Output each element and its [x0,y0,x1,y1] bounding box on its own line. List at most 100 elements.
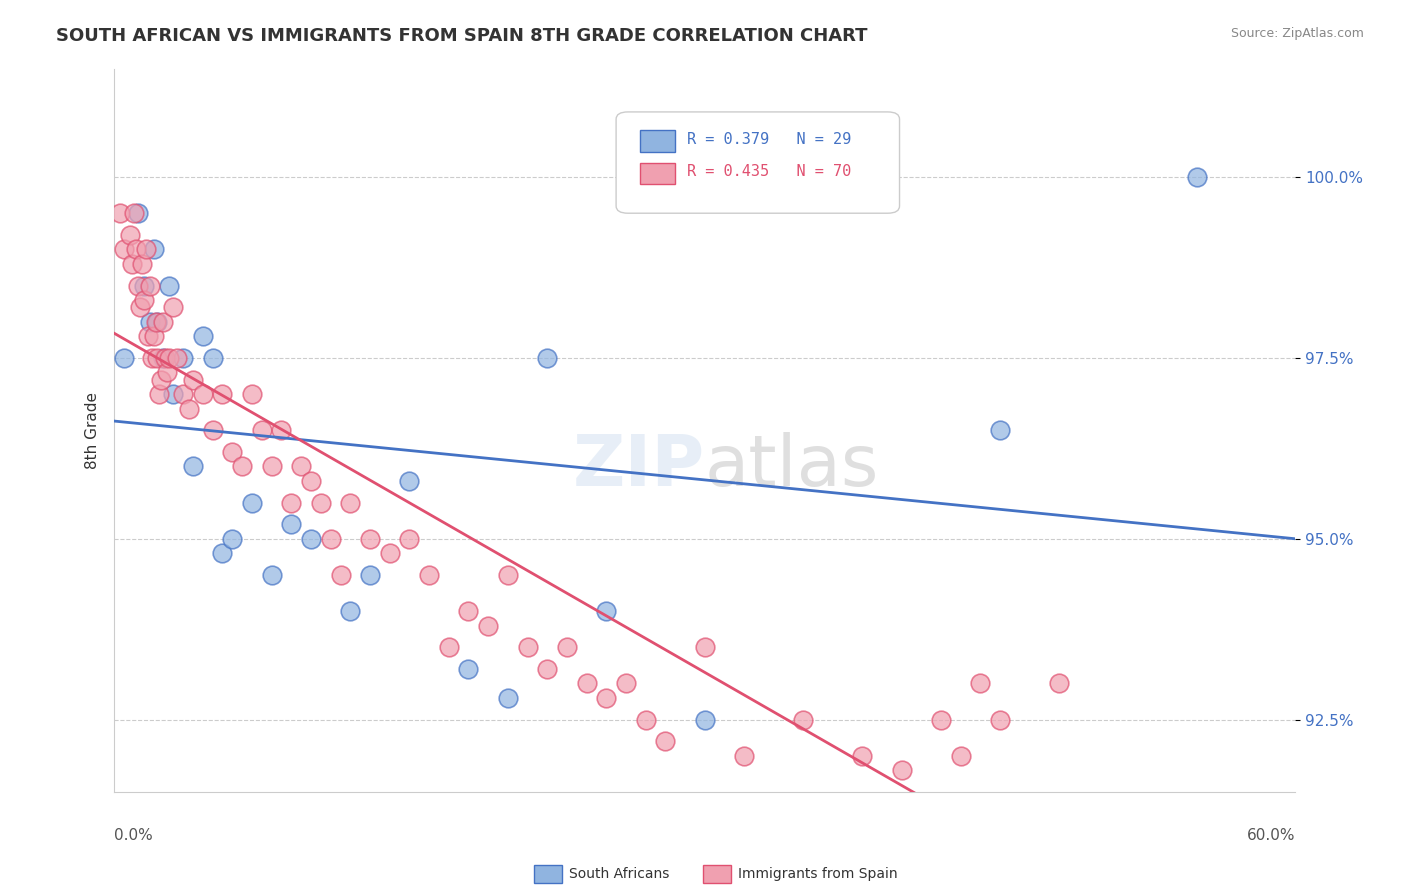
Text: 60.0%: 60.0% [1247,828,1295,843]
Point [595,604,617,618]
Point [152,315,174,329]
Point [309,495,332,509]
Point [172,387,194,401]
Point [181,459,204,474]
Point [516,640,538,655]
Point [988,713,1011,727]
Y-axis label: 8th Grade: 8th Grade [86,392,100,469]
Point [135,243,157,257]
Point [890,764,912,778]
Point [595,690,617,705]
Point [142,329,165,343]
Point [457,662,479,676]
Point [152,351,174,365]
Point [146,315,169,329]
Point [250,423,273,437]
Point [125,243,148,257]
Point [339,604,361,618]
Point [536,662,558,676]
Point [614,676,637,690]
Point [157,278,180,293]
Text: R = 0.379   N = 29: R = 0.379 N = 29 [688,132,851,147]
Point [260,459,283,474]
Point [477,618,499,632]
Point [418,568,440,582]
Point [929,713,952,727]
Text: South Africans: South Africans [569,867,669,881]
Point [231,459,253,474]
Text: atlas: atlas [704,432,879,501]
Point [240,387,263,401]
Point [191,387,214,401]
Point [290,459,312,474]
Point [378,546,401,560]
Point [166,351,188,365]
Point [457,604,479,618]
Point [221,445,243,459]
Point [319,532,342,546]
Point [148,387,170,401]
Point [359,568,381,582]
Point [329,568,352,582]
Point [280,495,302,509]
Point [108,206,131,220]
Bar [640,162,675,185]
Point [145,315,167,329]
FancyBboxPatch shape [616,112,900,213]
Point [988,423,1011,437]
Point [733,748,755,763]
Point [172,351,194,365]
Point [969,676,991,690]
Bar [640,130,675,152]
Point [221,532,243,546]
Point [240,495,263,509]
Point [693,713,716,727]
Point [211,387,233,401]
Point [156,365,179,379]
Point [201,351,224,365]
Point [270,423,292,437]
Point [792,713,814,727]
Point [949,748,972,763]
Point [201,423,224,437]
Point [536,351,558,365]
Point [575,676,598,690]
Point [146,351,169,365]
Point [181,373,204,387]
Point [138,315,160,329]
Point [851,748,873,763]
Point [260,568,283,582]
Point [339,495,361,509]
Text: R = 0.435   N = 70: R = 0.435 N = 70 [688,164,851,179]
Text: SOUTH AFRICAN VS IMMIGRANTS FROM SPAIN 8TH GRADE CORRELATION CHART: SOUTH AFRICAN VS IMMIGRANTS FROM SPAIN 8… [56,27,868,45]
Point [132,293,155,307]
Point [398,532,420,546]
Point [437,640,460,655]
Point [359,532,381,546]
Point [162,300,184,314]
Text: 0.0%: 0.0% [114,828,153,843]
Point [118,227,141,242]
Point [141,351,163,365]
Point [1185,169,1208,184]
Point [1047,676,1070,690]
Text: Immigrants from Spain: Immigrants from Spain [738,867,898,881]
Point [157,351,180,365]
Point [121,257,143,271]
Point [132,278,155,293]
Point [634,713,657,727]
Point [299,532,322,546]
Point [150,373,173,387]
Point [693,640,716,655]
Text: Source: ZipAtlas.com: Source: ZipAtlas.com [1230,27,1364,40]
Point [142,243,165,257]
Point [555,640,578,655]
Point [136,329,159,343]
Point [112,243,135,257]
Point [162,387,184,401]
Point [496,690,519,705]
Point [138,278,160,293]
Point [127,278,149,293]
Point [122,206,145,220]
Point [398,474,420,488]
